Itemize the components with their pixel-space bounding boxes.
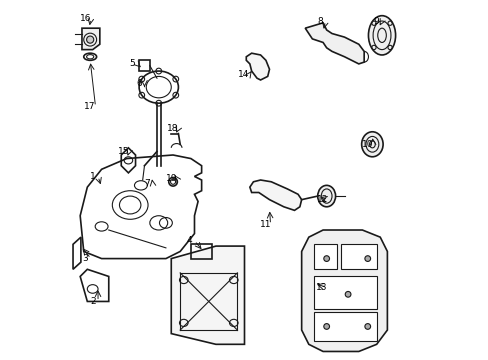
Text: 17: 17 bbox=[84, 102, 96, 111]
Text: 4: 4 bbox=[186, 236, 192, 245]
Polygon shape bbox=[246, 53, 269, 80]
Polygon shape bbox=[313, 312, 376, 341]
Text: 8: 8 bbox=[317, 17, 323, 26]
Text: 16: 16 bbox=[80, 14, 91, 23]
Ellipse shape bbox=[345, 292, 350, 297]
Text: 10: 10 bbox=[361, 140, 373, 149]
Polygon shape bbox=[305, 23, 364, 64]
Ellipse shape bbox=[364, 324, 370, 329]
Bar bbox=[190, 244, 212, 258]
Text: 12: 12 bbox=[316, 195, 327, 204]
Ellipse shape bbox=[317, 185, 335, 207]
Text: 14: 14 bbox=[238, 70, 249, 79]
Ellipse shape bbox=[361, 132, 382, 157]
Text: 19: 19 bbox=[165, 174, 177, 183]
Polygon shape bbox=[313, 276, 376, 309]
Text: 3: 3 bbox=[82, 254, 88, 263]
Text: 13: 13 bbox=[315, 283, 326, 292]
Text: 7: 7 bbox=[144, 179, 150, 188]
Ellipse shape bbox=[86, 36, 94, 43]
Text: 9: 9 bbox=[373, 17, 379, 26]
Polygon shape bbox=[80, 155, 201, 258]
Polygon shape bbox=[340, 244, 376, 269]
Polygon shape bbox=[249, 180, 301, 210]
Ellipse shape bbox=[323, 256, 329, 261]
Text: 11: 11 bbox=[259, 220, 270, 229]
Ellipse shape bbox=[367, 16, 395, 55]
Text: 6: 6 bbox=[136, 79, 142, 88]
Polygon shape bbox=[301, 230, 386, 351]
Polygon shape bbox=[313, 244, 337, 269]
Text: 1: 1 bbox=[90, 172, 95, 181]
Text: 18: 18 bbox=[167, 124, 179, 133]
Text: 5: 5 bbox=[129, 59, 135, 68]
Ellipse shape bbox=[364, 256, 370, 261]
Ellipse shape bbox=[323, 324, 329, 329]
Text: 15: 15 bbox=[118, 147, 129, 156]
Text: 2: 2 bbox=[90, 297, 95, 306]
Polygon shape bbox=[171, 246, 244, 344]
Polygon shape bbox=[82, 28, 100, 50]
